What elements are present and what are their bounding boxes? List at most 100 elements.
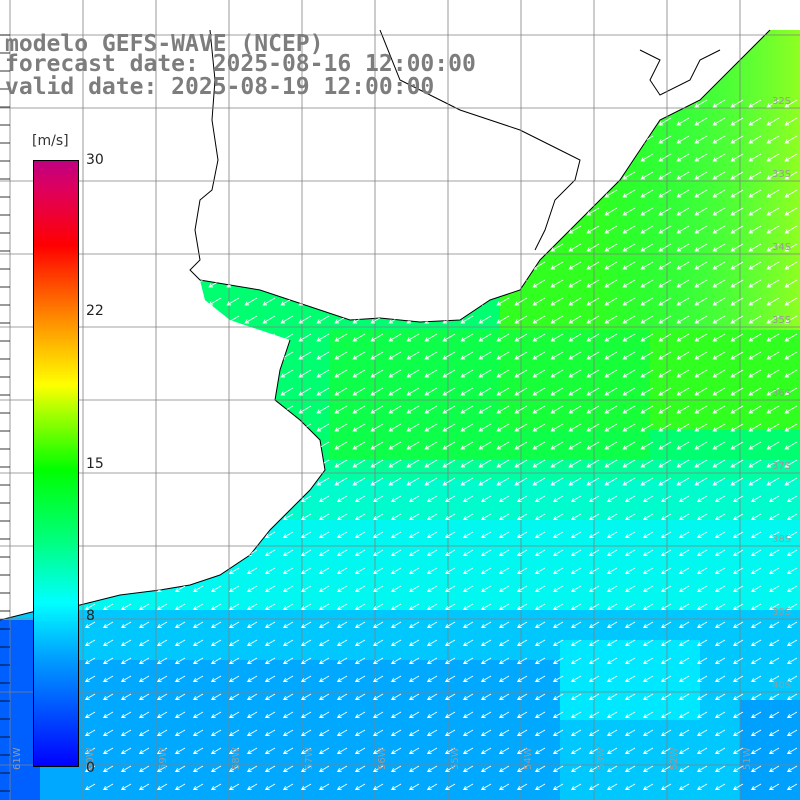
- wind-arrow: [426, 531, 438, 538]
- wind-arrow: [586, 225, 600, 234]
- wind-arrow: [460, 387, 474, 396]
- wind-arrow: [516, 747, 528, 754]
- wind-arrow: [694, 423, 708, 432]
- wind-arrow: [766, 171, 780, 180]
- wind-arrow: [172, 171, 186, 180]
- wind-arrow: [640, 171, 654, 180]
- wind-arrow: [640, 279, 654, 288]
- wind-arrow: [424, 171, 438, 180]
- wind-arrow: [246, 585, 258, 592]
- wind-arrow: [658, 423, 672, 432]
- wind-arrow: [138, 765, 150, 772]
- wind-arrow: [244, 423, 258, 432]
- wind-arrow: [586, 207, 600, 216]
- wind-arrow: [532, 99, 546, 108]
- wind-arrow: [568, 117, 582, 126]
- wind-arrow: [100, 387, 114, 396]
- wind-arrow: [282, 531, 294, 538]
- wind-arrow: [208, 261, 222, 270]
- wind-arrow: [514, 477, 528, 486]
- wind-arrow: [498, 747, 510, 754]
- wind-arrow: [82, 225, 96, 234]
- wind-arrow: [208, 405, 222, 414]
- wind-arrow: [750, 657, 762, 664]
- wind-arrow: [336, 585, 348, 592]
- wind-arrow: [568, 423, 582, 432]
- wind-arrow: [120, 675, 132, 682]
- wind-arrow: [642, 549, 654, 556]
- wind-arrow: [156, 747, 168, 754]
- wind-arrow: [622, 189, 636, 198]
- wind-arrow: [712, 387, 726, 396]
- wind-arrow: [100, 261, 114, 270]
- wind-arrow: [588, 567, 600, 574]
- wind-arrow: [174, 711, 186, 718]
- wind-arrow: [784, 315, 798, 324]
- wind-arrow: [370, 261, 384, 270]
- wind-arrow: [282, 657, 294, 664]
- wind-arrow: [84, 549, 96, 556]
- wind-arrow: [498, 531, 510, 538]
- wind-arrow: [406, 189, 420, 198]
- wind-arrow: [748, 405, 762, 414]
- wind-arrow: [282, 729, 294, 736]
- wind-arrow: [316, 117, 330, 126]
- wind-arrow: [354, 657, 366, 664]
- wind-arrow: [316, 423, 330, 432]
- wind-arrow: [550, 225, 564, 234]
- wind-arrow: [102, 531, 114, 538]
- wind-arrow: [748, 99, 762, 108]
- wind-arrow: [372, 567, 384, 574]
- wind-arrow: [622, 333, 636, 342]
- wind-arrow: [570, 603, 582, 610]
- wind-arrow: [570, 765, 582, 772]
- wind-arrow: [388, 261, 402, 270]
- wind-arrow: [228, 711, 240, 718]
- wind-arrow: [550, 279, 564, 288]
- wind-arrow: [190, 189, 204, 198]
- wind-arrow: [642, 675, 654, 682]
- wind-arrow: [570, 657, 582, 664]
- wind-arrow: [388, 333, 402, 342]
- wind-arrow: [192, 585, 204, 592]
- wind-arrow: [210, 621, 222, 628]
- wind-arrow: [534, 675, 546, 682]
- wind-arrow: [208, 423, 222, 432]
- wind-arrow: [712, 225, 726, 234]
- wind-arrow: [444, 747, 456, 754]
- wind-arrow: [660, 711, 672, 718]
- wind-arrow: [282, 747, 294, 754]
- wind-arrow: [208, 477, 222, 486]
- wind-arrow: [390, 621, 402, 628]
- wind-arrow: [282, 711, 294, 718]
- wind-arrow: [786, 657, 798, 664]
- wind-arrow: [282, 783, 294, 790]
- wind-arrow: [154, 423, 168, 432]
- wind-arrow: [460, 207, 474, 216]
- wind-arrow: [550, 369, 564, 378]
- wind-arrow: [606, 567, 618, 574]
- wind-arrow: [280, 369, 294, 378]
- wind-arrow: [208, 315, 222, 324]
- wind-arrow: [406, 261, 420, 270]
- wind-arrow: [660, 585, 672, 592]
- wind-arrow: [442, 261, 456, 270]
- wind-arrow: [138, 567, 150, 574]
- wind-arrow: [534, 693, 546, 700]
- wind-arrow: [750, 675, 762, 682]
- wind-arrow: [514, 423, 528, 432]
- wind-arrow: [768, 675, 780, 682]
- wind-arrow: [424, 189, 438, 198]
- wind-arrow: [622, 315, 636, 324]
- wind-arrow: [586, 243, 600, 252]
- wind-arrow: [696, 513, 708, 520]
- wind-arrow: [388, 225, 402, 234]
- wind-arrow: [136, 315, 150, 324]
- wind-arrow: [658, 207, 672, 216]
- wind-arrow: [766, 369, 780, 378]
- wind-arrow: [442, 135, 456, 144]
- wind-arrow: [766, 279, 780, 288]
- wind-arrow: [408, 657, 420, 664]
- wind-arrow: [730, 171, 744, 180]
